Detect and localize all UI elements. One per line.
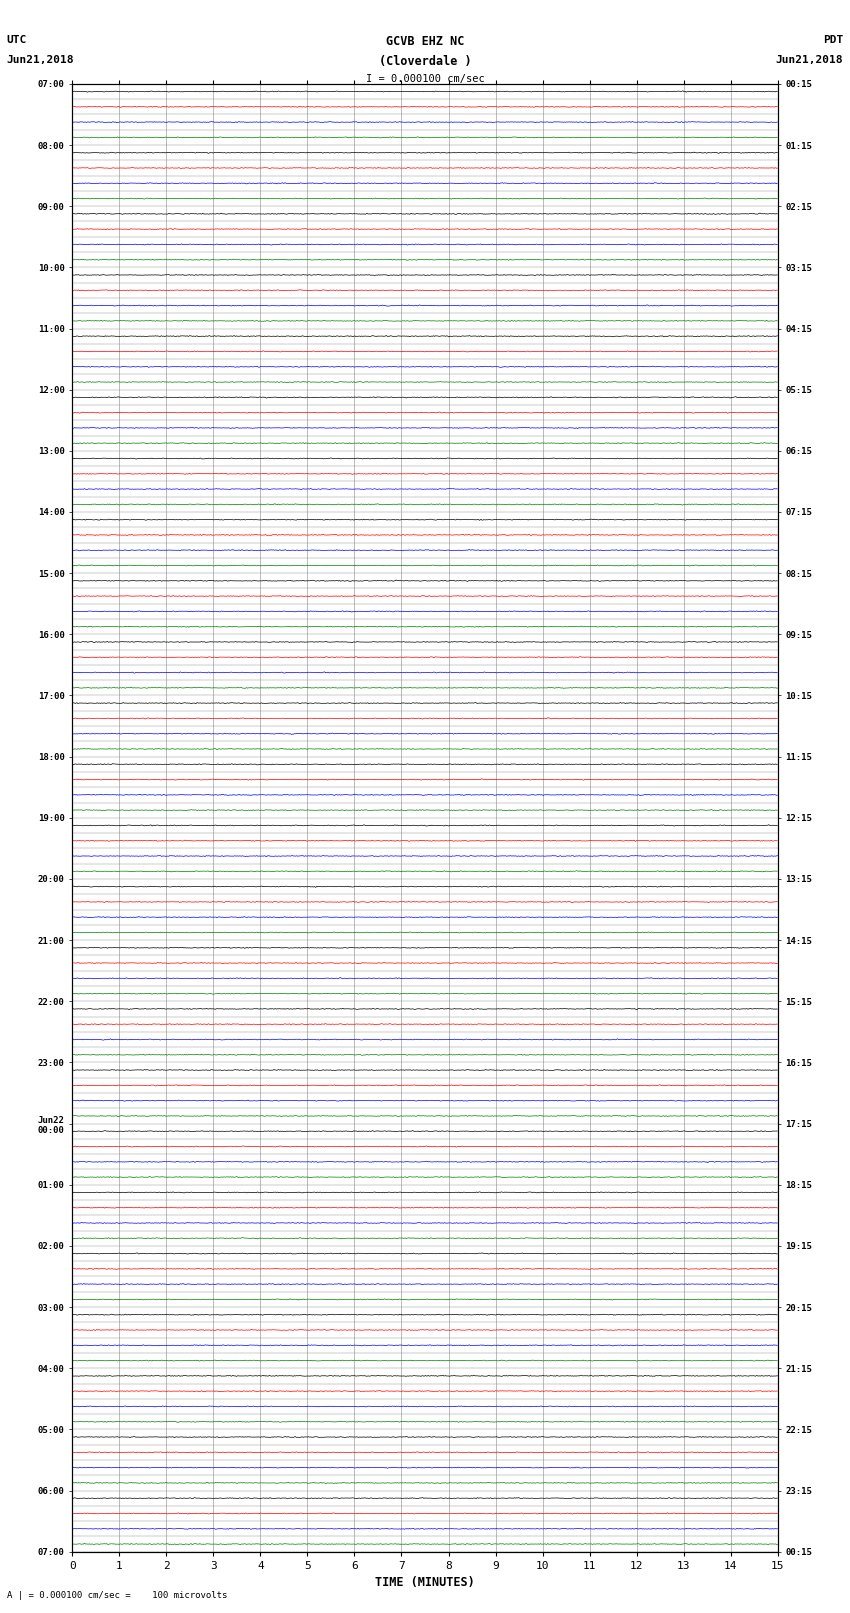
Text: UTC: UTC bbox=[7, 35, 27, 45]
Text: GCVB EHZ NC: GCVB EHZ NC bbox=[386, 35, 464, 48]
Text: I = 0.000100 cm/sec: I = 0.000100 cm/sec bbox=[366, 74, 484, 84]
Text: Jun21,2018: Jun21,2018 bbox=[7, 55, 74, 65]
Text: (Cloverdale ): (Cloverdale ) bbox=[379, 55, 471, 68]
Text: Jun21,2018: Jun21,2018 bbox=[776, 55, 843, 65]
Text: PDT: PDT bbox=[823, 35, 843, 45]
Text: A | = 0.000100 cm/sec =    100 microvolts: A | = 0.000100 cm/sec = 100 microvolts bbox=[7, 1590, 227, 1600]
X-axis label: TIME (MINUTES): TIME (MINUTES) bbox=[375, 1576, 475, 1589]
